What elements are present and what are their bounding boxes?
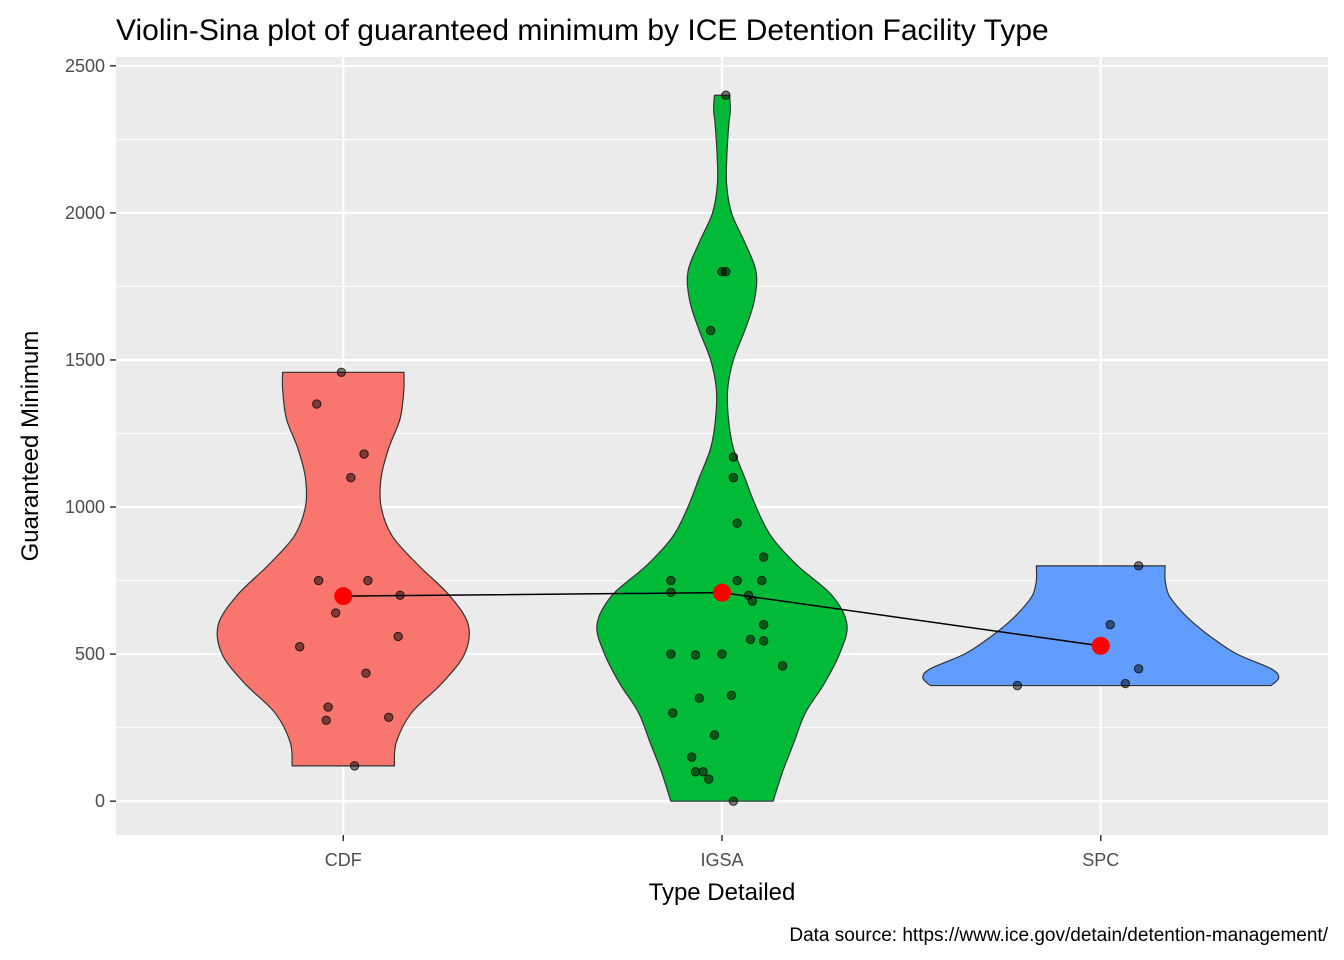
data-point [384,712,394,723]
data-point [726,690,737,700]
data-point [704,774,714,784]
data-point [758,636,769,646]
data-points [294,90,1144,806]
data-source-caption: Data source: https://www.ice.gov/detain/… [789,925,1328,946]
x-tick-label: SPC [1082,850,1119,870]
data-point [359,449,369,459]
x-tick-label: CDF [325,850,362,870]
y-tick-label: 0 [95,791,105,811]
violin-cdf [216,371,470,767]
y-tick-label: 500 [75,644,105,664]
data-point [717,649,727,659]
mean-point [713,583,731,602]
data-point [349,761,360,771]
data-point [687,752,697,762]
x-axis-title: Type Detailed [649,879,796,906]
data-point [330,608,341,618]
data-point [747,596,757,606]
data-point [709,730,720,740]
data-point [313,575,324,586]
data-point [1133,561,1144,571]
data-point [1012,680,1023,691]
y-tick-label: 2000 [65,203,105,223]
data-point [1120,678,1131,689]
data-point [336,367,347,378]
data-point [694,693,704,703]
data-point [361,668,371,678]
data-point [745,634,756,645]
data-point [728,472,739,483]
data-point [668,708,678,718]
data-point [732,518,742,528]
data-point [732,575,742,586]
data-point [728,452,739,462]
data-point [666,575,676,586]
data-point [758,619,769,630]
mean-summary [334,583,1110,655]
data-point [393,631,403,642]
data-point [721,90,731,100]
data-point [323,702,333,712]
data-point [1133,664,1144,674]
data-point [758,552,769,562]
data-point [777,661,788,671]
violin-spc [922,565,1280,687]
data-point [666,649,676,659]
chart-title: Violin-Sina plot of guaranteed minimum b… [116,14,1049,47]
axes: 0 500 1000 1500 2000 2500 CDF IGSA SPC [65,56,1119,870]
y-tick-label: 1000 [65,497,105,517]
data-point [346,472,356,483]
data-point [363,575,373,586]
data-point [721,267,731,277]
violin-igsa [596,94,848,802]
data-point [728,796,739,806]
data-point [705,325,716,336]
data-point [690,650,701,660]
y-tick-label: 1500 [65,350,105,370]
mean-point [1091,636,1110,655]
data-point [698,767,708,777]
y-axis-title: Guaranteed Minimum [17,331,44,562]
x-tick-label: IGSA [700,850,743,870]
y-tick-label: 2500 [65,56,105,76]
mean-point [334,587,353,606]
data-point [312,399,322,409]
data-point [1105,619,1115,630]
violins [216,94,1280,802]
data-point [321,715,331,725]
data-point [757,575,767,586]
data-point [294,642,305,652]
